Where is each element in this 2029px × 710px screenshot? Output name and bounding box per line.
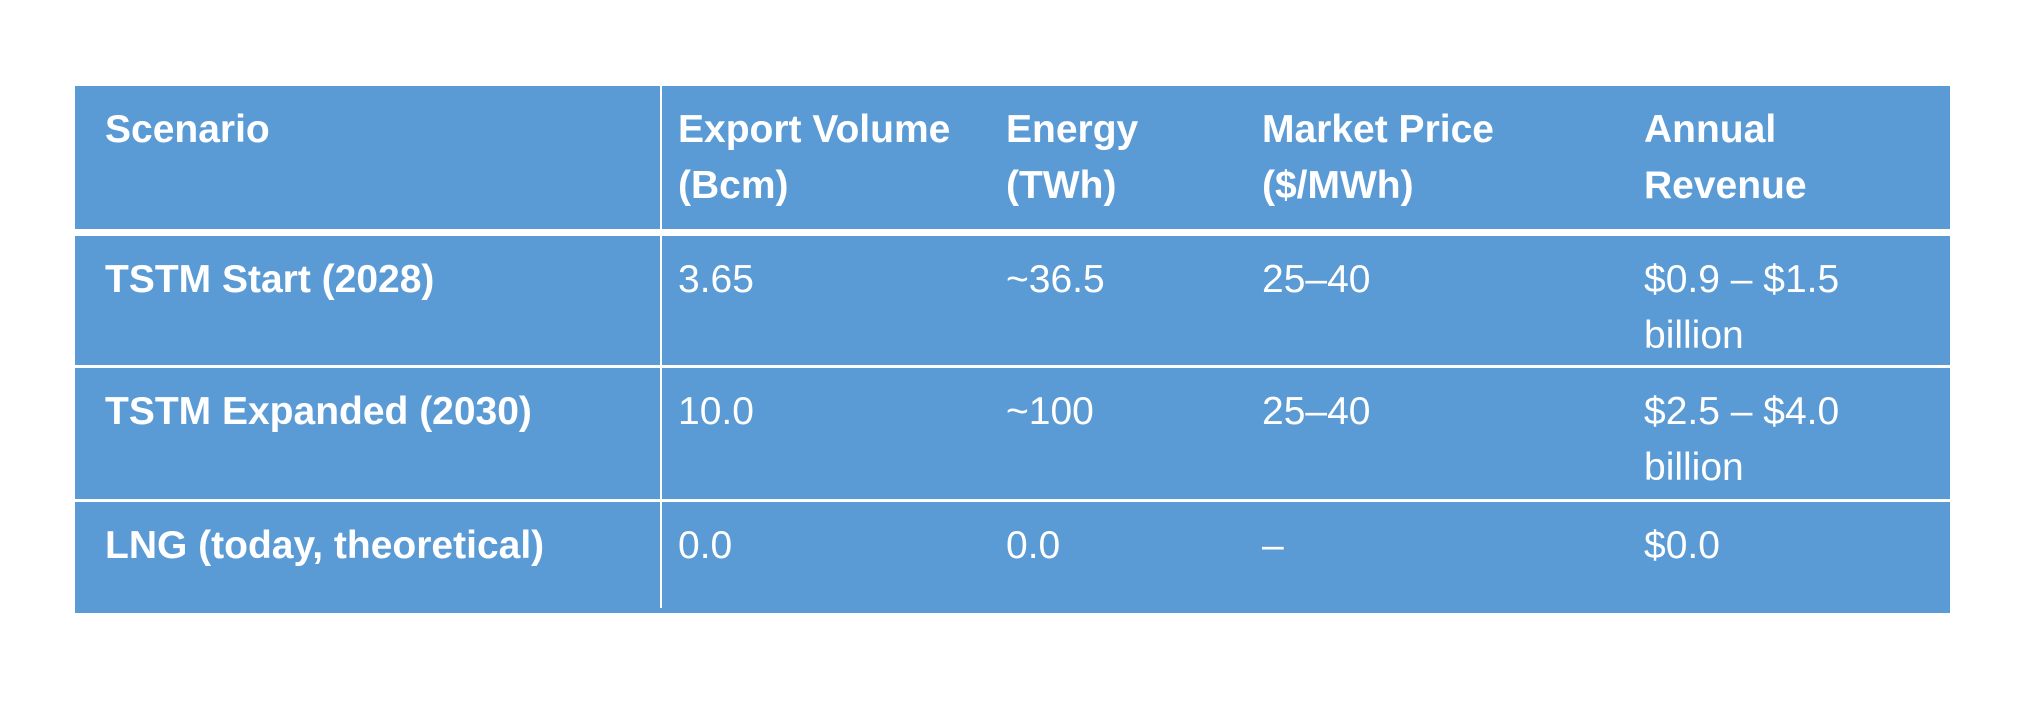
revenue-scenarios-table-container: Scenario Export Volume (Bcm) Energy (TWh… <box>75 86 1950 613</box>
row-market-price-cell: 25–40 <box>1246 366 1628 502</box>
revenue-scenarios-table: Scenario Export Volume (Bcm) Energy (TWh… <box>75 86 1950 608</box>
header-export-volume: Export Volume (Bcm) <box>661 86 990 236</box>
row-export-volume-cell: 0.0 <box>678 523 733 567</box>
row-market-price-cell: – <box>1262 523 1284 567</box>
row-annual-revenue-cell: $2.5 – $4.0 billion <box>1628 366 1950 502</box>
table-row: LNG (today, theoretical) 0.0 0.0 – $0.0 <box>75 500 1950 608</box>
row-scenario-cell: TSTM Expanded (2030) <box>75 366 662 502</box>
row-scenario-cell: LNG (today, theoretical) <box>75 500 662 608</box>
row-energy-cell: ~36.5 <box>990 232 1246 368</box>
table-row: TSTM Expanded (2030) 10.0 ~100 25–40 $2.… <box>75 366 1950 502</box>
table-header-row: Scenario Export Volume (Bcm) Energy (TWh… <box>75 86 1950 236</box>
table-row: TSTM Start (2028) 3.65 ~36.5 25–40 $0.9 … <box>75 232 1950 368</box>
row-energy-cell: ~100 <box>990 366 1246 502</box>
row-market-price-cell: 25–40 <box>1246 232 1628 368</box>
row-export-volume-cell: 3.65 <box>661 232 990 368</box>
row-export-volume-cell: 10.0 <box>661 366 990 502</box>
row-energy-cell: 0.0 <box>1006 523 1061 567</box>
row-annual-revenue-cell: $0.9 – $1.5 billion <box>1628 232 1950 368</box>
header-annual-revenue: Annual Revenue <box>1628 86 1950 236</box>
header-energy: Energy (TWh) <box>990 86 1246 236</box>
row-scenario-cell: TSTM Start (2028) <box>75 232 662 368</box>
header-scenario: Scenario <box>75 86 662 236</box>
row-annual-revenue-cell: $0.0 <box>1644 523 1720 567</box>
header-market-price: Market Price ($/MWh) <box>1246 86 1628 236</box>
